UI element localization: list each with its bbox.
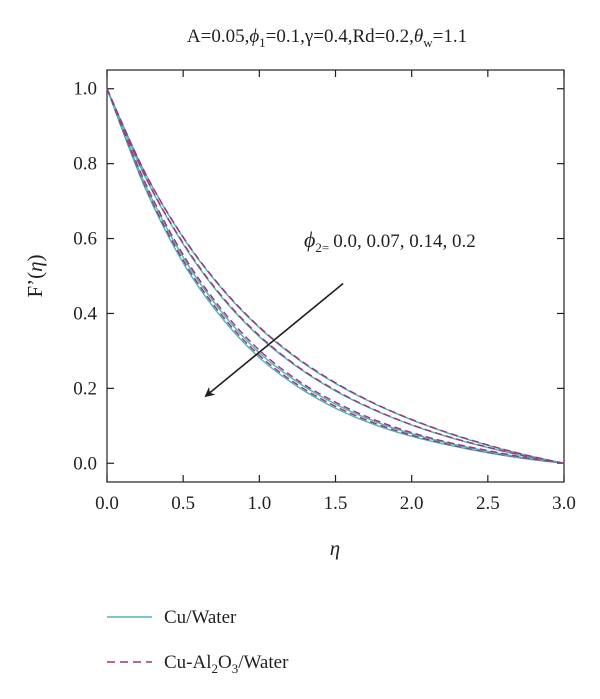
x-axis-label: η	[330, 536, 340, 560]
legend: Cu/Water Cu-Al2O3/Water	[107, 607, 289, 676]
annotation-label: ϕ2= 0.0, 0.07, 0.14, 0.2	[304, 227, 476, 255]
legend-label-cu-al2o3-water: Cu-Al2O3/Water	[164, 652, 289, 676]
series-line-cu-al2o3-water-phi2-0_07	[106, 88, 565, 464]
x-tick-label-1: 0.5	[171, 493, 195, 514]
series-line-cu-al2o3-water-phi2-0_0	[106, 88, 565, 464]
y-tick-label-0: 0.0	[73, 453, 97, 474]
chart-title: A=0.05,ϕ1=0.1,γ=0.4,Rd=0.2,θw=1.1	[187, 26, 467, 50]
x-tick-label-4: 2.0	[400, 493, 424, 514]
series-line-cu-water-phi2-0_07	[106, 88, 565, 464]
axis-ticks	[106, 70, 565, 482]
x-tick-label-2: 1.0	[247, 493, 271, 514]
y-tick-label-3: 0.6	[73, 229, 97, 250]
y-tick-label-4: 0.8	[73, 154, 97, 175]
x-tick-label-0: 0.0	[95, 493, 119, 514]
series-line-cu-water-phi2-0_14	[106, 88, 565, 464]
x-tick-label-3: 1.5	[324, 493, 348, 514]
x-tick-label-6: 3.0	[552, 493, 576, 514]
y-tick-label-2: 0.4	[73, 303, 97, 324]
series-layer	[106, 88, 565, 464]
series-line-cu-al2o3-water-phi2-0_2	[106, 88, 565, 464]
annotation-arrow	[204, 282, 344, 398]
series-line-cu-water-phi2-0_0	[106, 88, 565, 464]
x-tick-label-5: 2.5	[476, 493, 500, 514]
y-tick-label-5: 1.0	[73, 79, 97, 100]
x-tick-labels: 0.0 0.5 1.0 1.5 2.0 2.5 3.0	[95, 493, 576, 514]
legend-label-cu-water: Cu/Water	[164, 607, 237, 628]
plot-frame	[106, 69, 565, 483]
series-line-cu-al2o3-water-phi2-0_14	[106, 88, 565, 464]
y-axis-label: F’(η)	[23, 254, 47, 297]
y-tick-labels: 0.0 0.2 0.4 0.6 0.8 1.0	[73, 79, 97, 475]
y-tick-label-1: 0.2	[73, 378, 97, 399]
